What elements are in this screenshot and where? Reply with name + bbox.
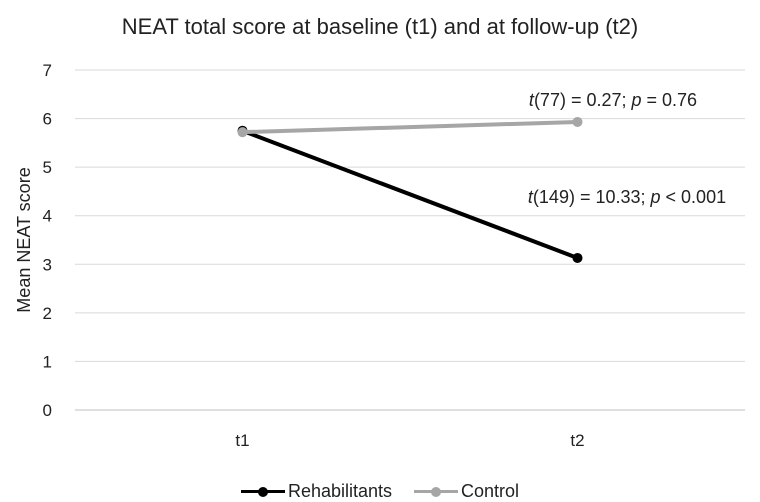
y-tick-label: 6 [43,110,52,129]
y-tick-label: 4 [43,207,52,226]
y-tick-label: 3 [43,255,52,274]
legend-item-control: Control [414,481,519,502]
legend-item-rehabilitants: Rehabilitants [240,481,393,502]
annotation-rehabilitants: t(149) = 10.33; p < 0.001 [528,187,726,207]
x-tick-label: t2 [570,431,584,450]
y-tick-label: 2 [43,304,52,323]
annotation-p-symbol: p [650,187,661,207]
annotation-stat: (149) = 10.33; [533,187,651,207]
annotation-stat: (77) = 0.27; [534,90,632,110]
legend-swatch-control [414,486,459,497]
y-axis-label: Mean NEAT score [14,167,34,312]
annotation-t-symbol: t [529,90,535,110]
data-point-control [237,127,248,138]
data-point-rehabilitants [572,252,583,263]
chart-title: NEAT total score at baseline (t1) and at… [121,14,639,39]
data-point-control [572,116,583,127]
series-line-control [240,119,580,135]
legend: Rehabilitants Control [0,481,760,502]
y-tick-label: 0 [43,401,52,420]
legend-swatch-rehabilitants [240,486,285,497]
annotation-p-value: < 0.001 [661,187,727,207]
y-tick-label: 1 [43,352,52,371]
series-line-rehabilitants [240,128,580,260]
y-tick-label: 7 [43,61,52,80]
legend-label: Control [461,481,520,501]
y-tick-label: 5 [43,158,52,177]
annotation-p-value: = 0.76 [642,90,698,110]
annotation-control: t(77) = 0.27; p = 0.76 [529,90,697,110]
legend-label: Rehabilitants [287,481,393,501]
annotation-t-symbol: t [528,187,534,207]
annotation-p-symbol: p [631,90,642,110]
x-tick-label: t1 [235,431,249,450]
